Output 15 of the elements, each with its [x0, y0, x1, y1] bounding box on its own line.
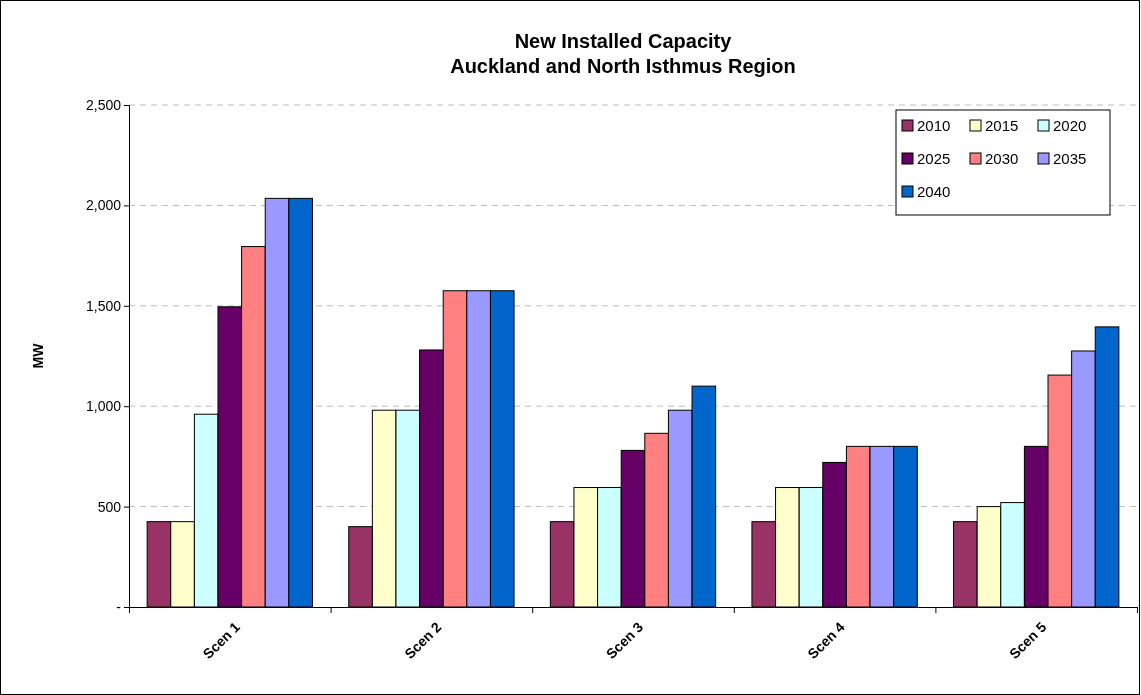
y-tick-label: 2,000: [85, 197, 122, 214]
y-tick-label: 1,000: [85, 398, 122, 415]
legend-label: 2030: [985, 150, 1019, 167]
legend-label: 2015: [985, 117, 1019, 134]
legend-label: 2025: [917, 150, 951, 167]
legend-label: 2010: [917, 117, 951, 134]
legend-label: 2040: [917, 183, 951, 200]
y-tick-label: 1,500: [85, 297, 122, 314]
legend-label: 2035: [1053, 150, 1087, 167]
y-tick-label: 2,500: [85, 96, 122, 113]
y-tick-label: 500: [97, 498, 122, 515]
legend-label: 2020: [1053, 117, 1087, 134]
y-axis-title: MW: [30, 342, 46, 369]
y-tick-label: -: [116, 598, 122, 615]
chart-title: New Installed Capacity Auckland and North Isthmus Region: [450, 30, 796, 77]
